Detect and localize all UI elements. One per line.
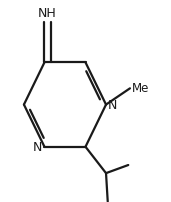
Text: N: N <box>108 99 118 112</box>
Text: NH: NH <box>38 7 56 20</box>
Text: Me: Me <box>132 81 149 94</box>
Text: N: N <box>32 141 42 154</box>
